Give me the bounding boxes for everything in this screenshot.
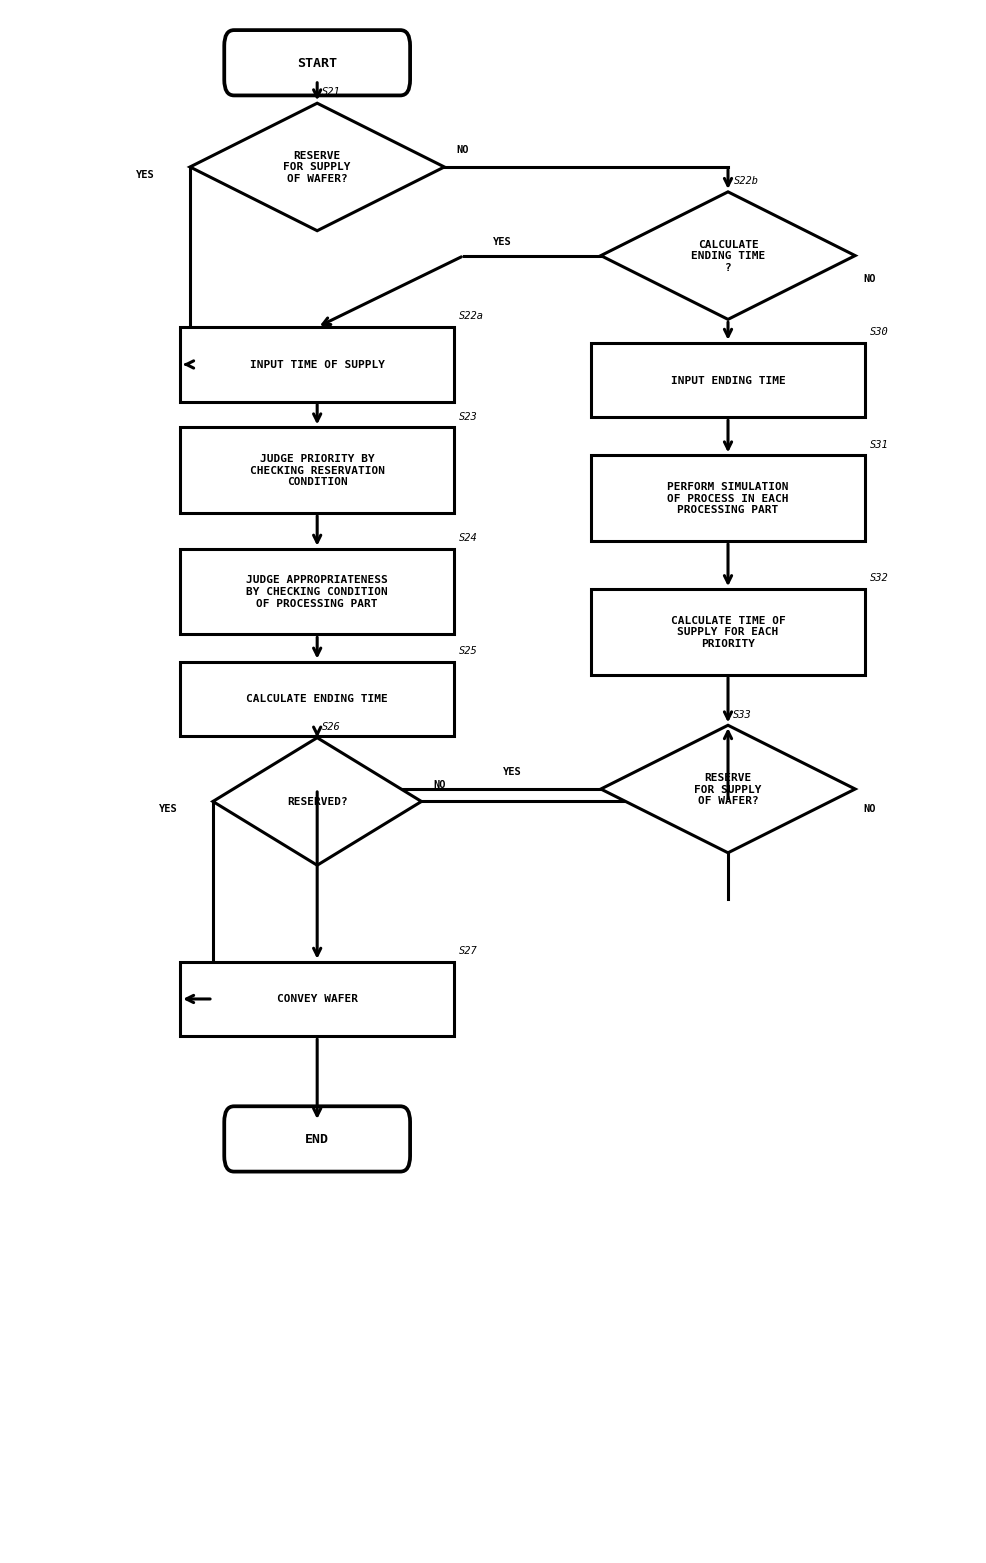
Text: RESERVED?: RESERVED? [287,797,347,807]
Text: NO: NO [433,780,446,789]
Text: RESERVE
FOR SUPPLY
OF WAFER?: RESERVE FOR SUPPLY OF WAFER? [283,150,351,184]
Text: S22a: S22a [458,311,484,322]
Text: S26: S26 [321,722,340,731]
Text: NO: NO [456,145,468,155]
Text: S23: S23 [458,411,477,422]
Text: S27: S27 [458,946,477,955]
Bar [180,428,454,514]
Bar [591,344,865,417]
Polygon shape [213,738,421,866]
Text: INPUT TIME OF SUPPLY: INPUT TIME OF SUPPLY [249,359,385,370]
Text: CALCULATE ENDING TIME: CALCULATE ENDING TIME [246,694,387,703]
Text: RESERVE
FOR SUPPLY
OF WAFER?: RESERVE FOR SUPPLY OF WAFER? [694,772,761,807]
Text: CALCULATE TIME OF
SUPPLY FOR EACH
PRIORITY: CALCULATE TIME OF SUPPLY FOR EACH PRIORI… [670,616,785,649]
Polygon shape [600,725,855,853]
Text: NO: NO [863,803,875,814]
Bar [180,328,454,402]
FancyBboxPatch shape [224,31,410,95]
Bar [180,549,454,635]
Text: S30: S30 [870,327,888,338]
Bar [591,456,865,541]
Text: JUDGE PRIORITY BY
CHECKING RESERVATION
CONDITION: JUDGE PRIORITY BY CHECKING RESERVATION C… [249,453,385,488]
Text: YES: YES [136,170,155,180]
Text: S31: S31 [870,439,888,450]
Text: PERFORM SIMULATION
OF PROCESS IN EACH
PROCESSING PART: PERFORM SIMULATION OF PROCESS IN EACH PR… [667,481,789,516]
Text: END: END [305,1133,329,1146]
FancyBboxPatch shape [224,1107,410,1172]
Text: INPUT ENDING TIME: INPUT ENDING TIME [670,375,785,386]
Text: CONVEY WAFER: CONVEY WAFER [276,994,358,1003]
Text: START: START [297,56,337,70]
Text: YES: YES [503,767,522,777]
Text: JUDGE APPROPRIATENESS
BY CHECKING CONDITION
OF PROCESSING PART: JUDGE APPROPRIATENESS BY CHECKING CONDIT… [246,575,387,608]
Text: S21: S21 [321,88,340,97]
Text: CALCULATE
ENDING TIME
?: CALCULATE ENDING TIME ? [690,239,765,272]
Polygon shape [600,192,855,320]
Bar [180,961,454,1036]
Bar [180,661,454,736]
Text: YES: YES [493,236,512,247]
Polygon shape [190,103,444,231]
Text: S24: S24 [458,533,477,542]
Text: S25: S25 [458,646,477,655]
Bar [591,589,865,675]
Text: YES: YES [159,803,177,814]
Text: NO: NO [863,274,875,284]
Text: S22b: S22b [734,177,758,186]
Text: S33: S33 [733,710,751,719]
Text: S32: S32 [870,574,888,583]
